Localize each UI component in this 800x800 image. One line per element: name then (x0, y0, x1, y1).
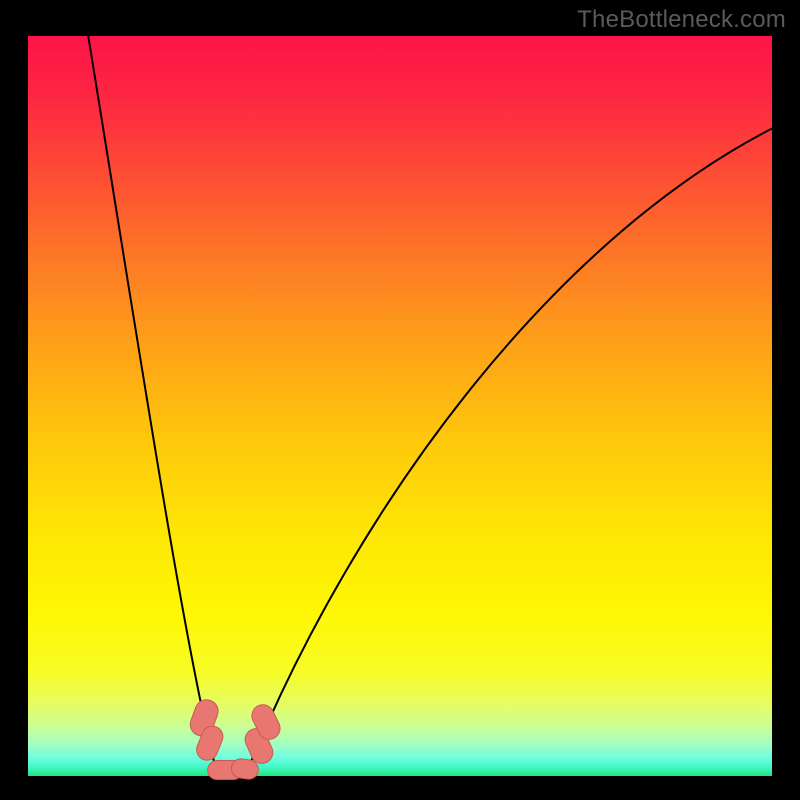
watermark-text: TheBottleneck.com (577, 6, 786, 34)
chart-frame: TheBottleneck.com (0, 0, 800, 800)
plot-area (28, 36, 772, 776)
bottleneck-curve (28, 36, 772, 776)
